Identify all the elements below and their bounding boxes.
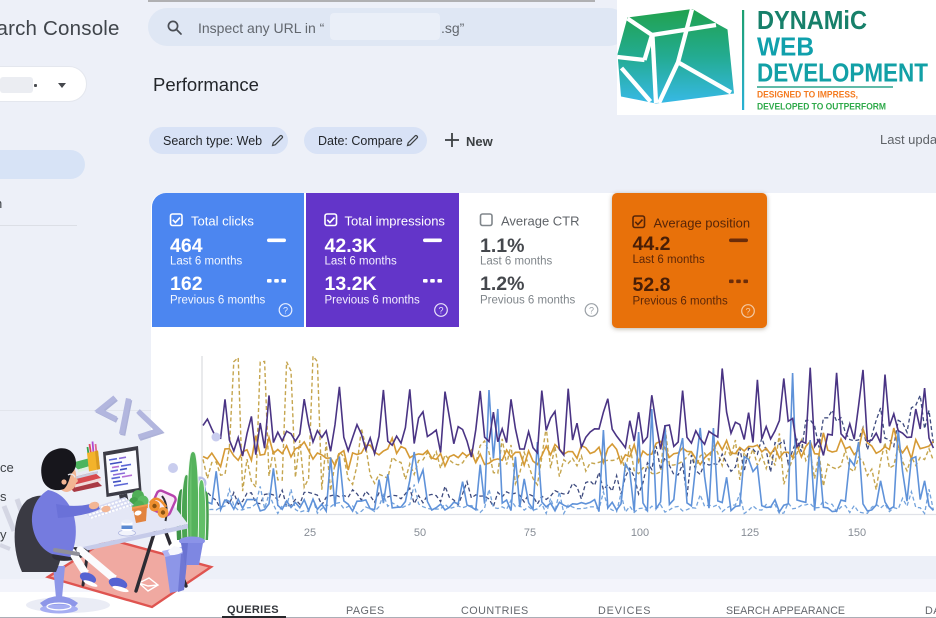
svg-text:Previous 6 months: Previous 6 months	[170, 295, 265, 307]
svg-text:150: 150	[848, 527, 866, 539]
svg-text:Average CTR: Average CTR	[501, 214, 580, 229]
svg-text:162: 162	[170, 273, 203, 295]
svg-text:75: 75	[524, 527, 536, 539]
svg-text:?: ?	[745, 307, 750, 317]
svg-text:Previous 6 months: Previous 6 months	[480, 295, 575, 307]
svg-text:?: ?	[589, 306, 594, 316]
svg-text:WEB: WEB	[757, 32, 814, 62]
svg-text:Total clicks: Total clicks	[191, 214, 254, 229]
svg-text:DEVELOPED TO OUTPERFORM: DEVELOPED TO OUTPERFORM	[757, 102, 886, 113]
svg-text:DYNAMiC: DYNAMiC	[757, 5, 867, 35]
svg-text:?: ?	[283, 306, 288, 316]
svg-text:42.3K: 42.3K	[325, 235, 377, 257]
svg-text:Last 6 months: Last 6 months	[170, 256, 242, 268]
svg-text:1.2%: 1.2%	[480, 273, 524, 295]
svg-text:Last 6 months: Last 6 months	[633, 254, 705, 266]
svg-text:25: 25	[304, 527, 316, 539]
svg-text:13.2K: 13.2K	[325, 273, 377, 295]
svg-text:100: 100	[631, 527, 649, 539]
svg-text:464: 464	[170, 235, 203, 257]
svg-text:Last 6 months: Last 6 months	[325, 256, 397, 268]
svg-text:Previous 6 months: Previous 6 months	[633, 296, 728, 308]
svg-text:Previous 6 months: Previous 6 months	[325, 295, 420, 307]
svg-text:DESIGNED TO IMPRESS,: DESIGNED TO IMPRESS,	[757, 90, 858, 101]
svg-text:44.2: 44.2	[633, 233, 671, 255]
svg-text:Total impressions: Total impressions	[345, 214, 446, 229]
svg-text:Last 6 months: Last 6 months	[480, 256, 552, 268]
svg-text:Average position: Average position	[654, 216, 751, 231]
svg-text:50: 50	[414, 527, 426, 539]
svg-text:?: ?	[438, 306, 443, 316]
svg-text:1.1%: 1.1%	[480, 235, 524, 257]
svg-text:DEVELOPMENT: DEVELOPMENT	[757, 58, 928, 88]
svg-text:125: 125	[741, 527, 759, 539]
svg-text:52.8: 52.8	[633, 274, 671, 296]
